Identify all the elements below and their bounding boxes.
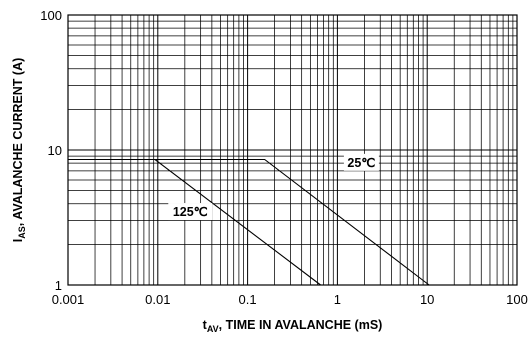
x-axis-title: tAV, TIME IN AVALANCHE (mS) [203, 318, 383, 334]
y-tick-label: 1 [55, 278, 62, 293]
series-label-box [343, 153, 379, 171]
y-tick-label: 100 [40, 8, 62, 23]
plot-grid [67, 15, 517, 286]
series-label: 25℃ [347, 156, 375, 170]
x-tick-label: 100 [506, 292, 528, 307]
x-tick-label: 10 [420, 292, 434, 307]
plot-series [68, 158, 430, 286]
series-label: 125℃ [173, 205, 208, 219]
x-tick-label: 1 [334, 292, 341, 307]
x-tick-label: 0.01 [145, 292, 170, 307]
series-line-125c [68, 158, 321, 286]
plot-frame [67, 14, 518, 286]
x-tick-label: 0.001 [52, 292, 85, 307]
x-tick-label: 0.1 [239, 292, 257, 307]
y-tick-label: 10 [48, 143, 62, 158]
series-annotations: 125℃ 25℃ [168, 153, 379, 221]
y-axis-title: IAS, AVALANCHE CURRENT (A) [11, 58, 27, 243]
series-label-box [168, 203, 213, 221]
series-line-25c [68, 158, 430, 286]
tick-labels: 0.001 0.01 0.1 1 10 100 1 10 100 [40, 8, 528, 307]
